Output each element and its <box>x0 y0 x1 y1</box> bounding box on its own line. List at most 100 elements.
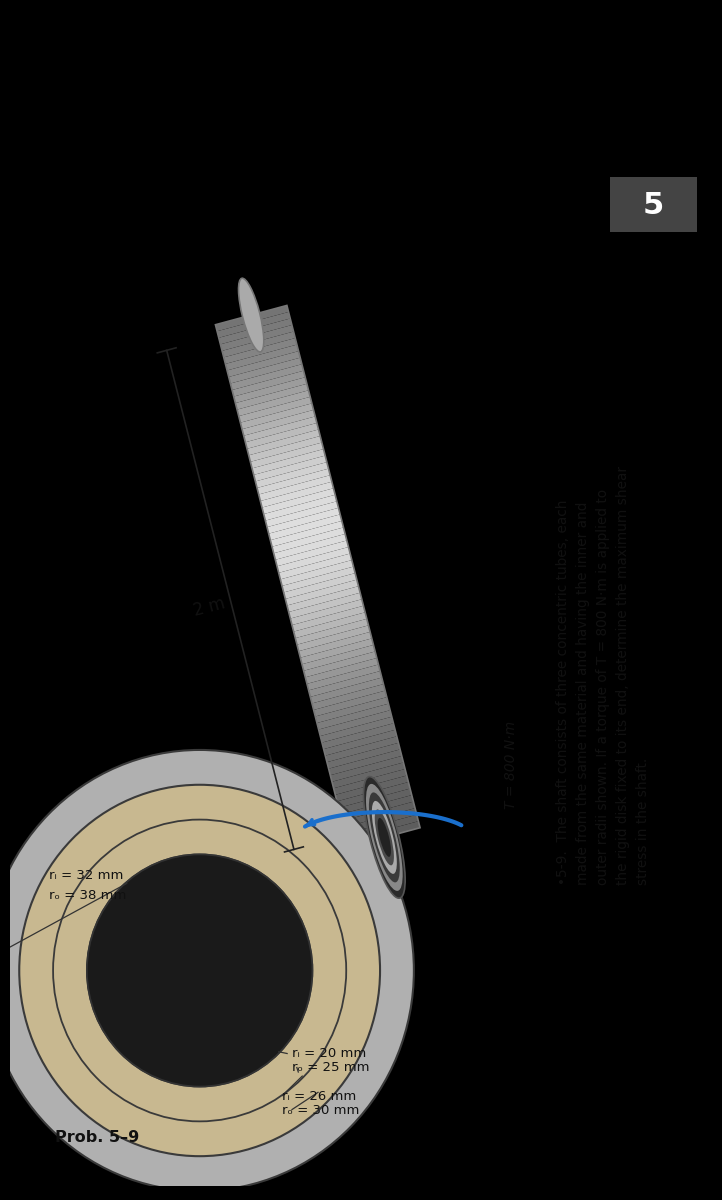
Text: 2 m: 2 m <box>191 594 227 619</box>
Polygon shape <box>290 599 363 625</box>
Polygon shape <box>257 469 330 494</box>
Ellipse shape <box>378 818 391 857</box>
Text: rₒ = 30 mm: rₒ = 30 mm <box>282 1104 360 1117</box>
Ellipse shape <box>238 278 264 352</box>
Text: rᵢ = 26 mm: rᵢ = 26 mm <box>282 1090 357 1103</box>
Polygon shape <box>234 377 307 403</box>
Circle shape <box>53 820 347 1121</box>
Polygon shape <box>245 422 318 449</box>
Polygon shape <box>304 652 377 677</box>
Polygon shape <box>248 436 322 462</box>
Polygon shape <box>280 560 354 586</box>
Polygon shape <box>332 762 405 788</box>
Polygon shape <box>251 443 323 468</box>
Text: rᵢ = 20 mm: rᵢ = 20 mm <box>292 1048 366 1060</box>
Polygon shape <box>224 338 297 364</box>
Polygon shape <box>244 416 317 443</box>
Polygon shape <box>227 352 300 377</box>
Polygon shape <box>317 703 390 730</box>
Polygon shape <box>267 508 340 534</box>
Polygon shape <box>272 528 345 553</box>
Polygon shape <box>342 802 415 828</box>
Polygon shape <box>225 344 298 371</box>
Polygon shape <box>252 449 325 475</box>
Polygon shape <box>253 456 327 481</box>
Polygon shape <box>279 553 352 580</box>
Polygon shape <box>215 306 289 331</box>
Circle shape <box>58 826 341 1116</box>
Text: rₒ = 25 mm: rₒ = 25 mm <box>292 1061 370 1074</box>
Polygon shape <box>269 515 342 540</box>
Text: Prob. 5–9: Prob. 5–9 <box>56 1130 140 1145</box>
Polygon shape <box>292 606 365 631</box>
Circle shape <box>30 797 369 1145</box>
Polygon shape <box>340 796 414 821</box>
Polygon shape <box>220 325 294 350</box>
Polygon shape <box>285 580 358 606</box>
Polygon shape <box>256 462 329 488</box>
Ellipse shape <box>372 800 397 874</box>
Polygon shape <box>270 521 344 547</box>
Polygon shape <box>242 410 316 436</box>
Circle shape <box>87 854 313 1086</box>
Polygon shape <box>219 318 292 344</box>
Polygon shape <box>335 775 409 802</box>
Ellipse shape <box>366 784 403 890</box>
Polygon shape <box>247 430 320 455</box>
Polygon shape <box>297 625 370 652</box>
Ellipse shape <box>363 776 405 898</box>
Circle shape <box>87 854 313 1086</box>
Polygon shape <box>329 749 401 775</box>
Polygon shape <box>239 397 312 422</box>
Polygon shape <box>235 384 308 409</box>
Polygon shape <box>294 612 367 638</box>
Polygon shape <box>264 494 337 521</box>
Polygon shape <box>322 724 395 749</box>
Polygon shape <box>321 716 393 743</box>
Polygon shape <box>274 534 347 559</box>
Polygon shape <box>282 566 355 593</box>
Ellipse shape <box>369 792 400 882</box>
Polygon shape <box>313 691 387 716</box>
Polygon shape <box>287 586 360 612</box>
Polygon shape <box>339 788 412 815</box>
Ellipse shape <box>375 810 394 865</box>
Polygon shape <box>337 782 410 808</box>
Polygon shape <box>308 671 382 697</box>
Polygon shape <box>229 358 302 384</box>
Polygon shape <box>344 808 417 834</box>
Polygon shape <box>318 710 392 736</box>
Polygon shape <box>345 815 418 840</box>
Text: 5: 5 <box>643 191 664 220</box>
Polygon shape <box>310 678 383 703</box>
FancyBboxPatch shape <box>610 178 697 232</box>
Text: rᵢ = 32 mm: rᵢ = 32 mm <box>49 869 123 882</box>
Polygon shape <box>240 403 313 430</box>
Polygon shape <box>217 312 290 337</box>
Polygon shape <box>261 481 334 508</box>
Text: T = 800 N·m: T = 800 N·m <box>504 721 518 810</box>
Polygon shape <box>232 371 305 396</box>
Circle shape <box>19 785 380 1156</box>
Polygon shape <box>330 756 404 781</box>
Polygon shape <box>305 658 378 684</box>
Polygon shape <box>284 574 357 599</box>
Polygon shape <box>275 540 349 566</box>
Polygon shape <box>230 364 303 390</box>
Polygon shape <box>262 488 335 514</box>
Text: The shaft consists of three concentric tubes, each
made from the same material a: The shaft consists of three concentric t… <box>19 16 560 144</box>
Polygon shape <box>299 632 372 658</box>
Polygon shape <box>323 730 397 756</box>
Polygon shape <box>289 593 362 618</box>
Polygon shape <box>327 743 400 769</box>
Circle shape <box>0 750 414 1192</box>
Polygon shape <box>347 821 420 847</box>
Polygon shape <box>326 737 399 762</box>
Polygon shape <box>300 638 373 665</box>
Text: •5-9.  The shaft consists of three concentric tubes, each
made from the same mat: •5-9. The shaft consists of three concen… <box>556 466 650 884</box>
Text: rₒ = 38 mm: rₒ = 38 mm <box>49 889 126 902</box>
Polygon shape <box>266 502 339 527</box>
Polygon shape <box>277 547 350 572</box>
Polygon shape <box>258 475 332 502</box>
Polygon shape <box>302 644 375 671</box>
